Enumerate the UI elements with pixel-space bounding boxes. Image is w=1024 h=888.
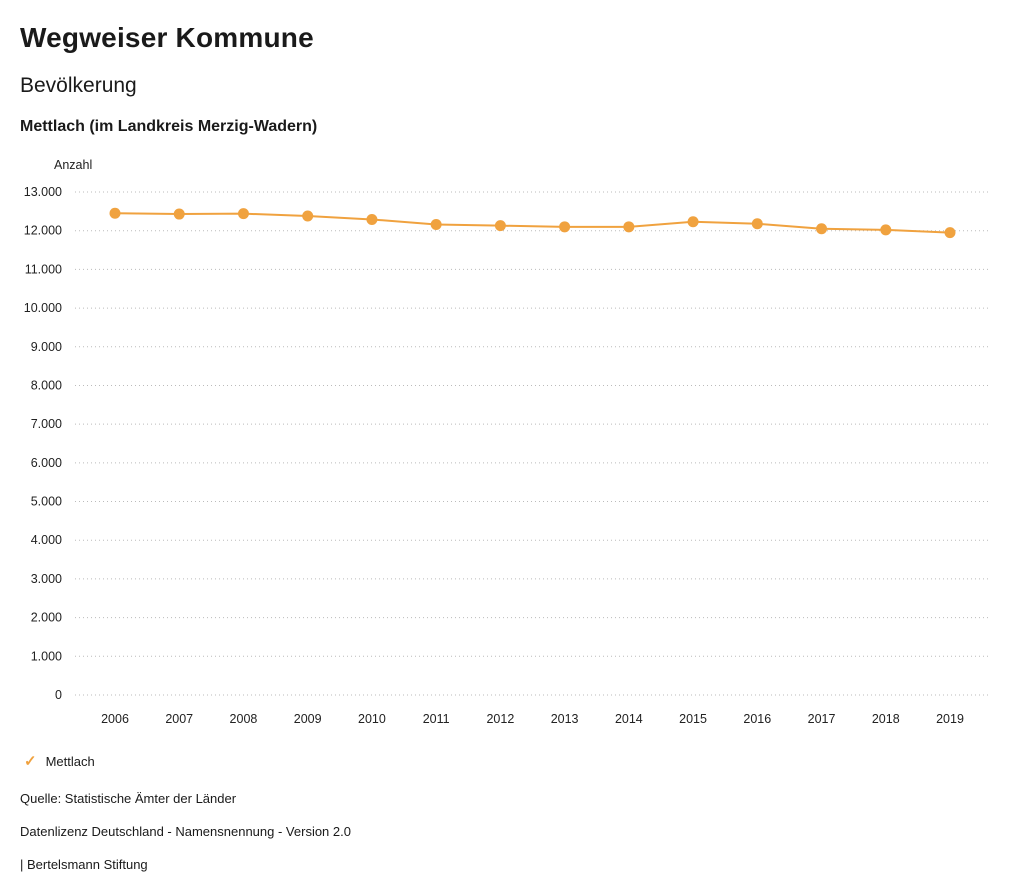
x-tick-label: 2009 bbox=[294, 712, 322, 726]
x-tick-label: 2014 bbox=[615, 712, 643, 726]
municipality-title: Mettlach (im Landkreis Merzig-Wadern) bbox=[20, 118, 318, 135]
y-axis-title: Anzahl bbox=[54, 158, 93, 172]
source-line: Quelle: Statistische Ämter der Länder bbox=[20, 791, 237, 806]
y-tick-label: 1.000 bbox=[31, 649, 62, 663]
x-tick-label: 2017 bbox=[808, 712, 836, 726]
data-point[interactable] bbox=[687, 216, 699, 228]
y-tick-label: 4.000 bbox=[31, 533, 62, 547]
x-tick-label: 2013 bbox=[551, 712, 579, 726]
population-line-chart: 0 1.000 2.000 3.000 4.000 5.000 6.000 7.000 8.00… bbox=[24, 185, 990, 726]
x-tick-label: 2006 bbox=[101, 712, 129, 726]
data-point[interactable] bbox=[494, 220, 506, 232]
license-line: Datenlizenz Deutschland - Namensnennung … bbox=[20, 824, 351, 839]
x-tick-label: 2007 bbox=[165, 712, 193, 726]
x-tick-label: 2008 bbox=[230, 712, 258, 726]
y-tick-label: 12.000 bbox=[24, 224, 62, 238]
data-point[interactable] bbox=[366, 213, 378, 225]
x-tick-label: 2019 bbox=[936, 712, 964, 726]
footer: Quelle: Statistische Ämter der Länder Da… bbox=[20, 791, 1004, 872]
x-tick-label: 2015 bbox=[679, 712, 707, 726]
chart-area: 0 1.000 2.000 3.000 4.000 5.000 6.000 7.000 8.00… bbox=[20, 178, 1004, 738]
y-tick-label: 8.000 bbox=[31, 378, 62, 392]
data-point[interactable] bbox=[880, 224, 892, 236]
legend-item-mettlach[interactable]: ✓ Mettlach bbox=[24, 754, 1004, 769]
legend-label: Mettlach bbox=[45, 754, 95, 769]
page-title: Wegweiser Kommune bbox=[20, 22, 314, 53]
y-tick-label: 3.000 bbox=[31, 572, 62, 586]
data-point[interactable] bbox=[751, 218, 763, 230]
x-tick-label: 2012 bbox=[486, 712, 514, 726]
data-point[interactable] bbox=[302, 210, 314, 222]
legend-check-icon: ✓ bbox=[24, 753, 37, 770]
y-tick-label: 7.000 bbox=[31, 417, 62, 431]
data-point[interactable] bbox=[816, 223, 828, 235]
x-tick-label: 2011 bbox=[423, 712, 450, 726]
y-tick-label: 10.000 bbox=[24, 301, 62, 315]
data-point[interactable] bbox=[173, 208, 185, 220]
y-tick-label: 13.000 bbox=[24, 185, 62, 199]
data-point[interactable] bbox=[237, 208, 249, 220]
data-point[interactable] bbox=[559, 221, 571, 233]
data-point[interactable] bbox=[623, 221, 635, 233]
data-point[interactable] bbox=[109, 207, 121, 219]
data-point[interactable] bbox=[944, 227, 956, 239]
attribution-line: | Bertelsmann Stiftung bbox=[20, 857, 148, 872]
x-tick-label: 2010 bbox=[358, 712, 386, 726]
indicator-title: Bevölkerung bbox=[20, 74, 137, 97]
y-tick-label: 0 bbox=[55, 688, 62, 702]
x-tick-label: 2018 bbox=[872, 712, 900, 726]
series-line-mettlach bbox=[114, 212, 951, 234]
data-point[interactable] bbox=[430, 219, 442, 231]
y-tick-label: 2.000 bbox=[31, 611, 62, 625]
y-tick-label: 11.000 bbox=[25, 262, 62, 276]
x-tick-label: 2016 bbox=[743, 712, 771, 726]
y-tick-label: 5.000 bbox=[31, 495, 62, 509]
y-tick-label: 9.000 bbox=[31, 340, 62, 354]
y-tick-label: 6.000 bbox=[31, 456, 62, 470]
